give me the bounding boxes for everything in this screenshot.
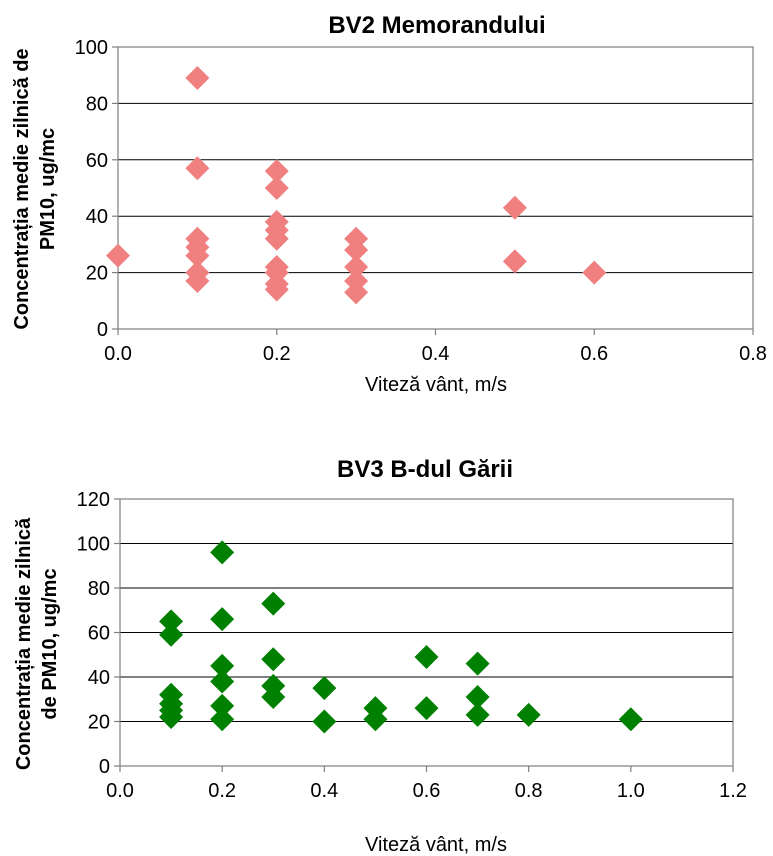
x-axis-label: Viteză vânt, m/s	[365, 834, 507, 856]
data-point-marker	[344, 238, 369, 263]
y-tick-label: 20	[86, 263, 108, 285]
data-point-marker	[465, 651, 490, 676]
chart-title: BV2 Memorandului	[328, 12, 545, 39]
data-point-marker	[210, 653, 235, 678]
chart-title: BV3 B-dul Gării	[337, 456, 513, 483]
y-axis-label-line-1: Concentrația medie zilnică	[13, 517, 35, 770]
data-point-marker	[210, 707, 235, 732]
data-point-marker	[502, 195, 527, 220]
data-point-marker	[465, 685, 490, 710]
plot-frame	[117, 46, 754, 330]
y-tick-label: 40	[86, 206, 108, 228]
x-tick-label: 0.0	[104, 343, 132, 365]
plot-area-frame	[114, 498, 734, 772]
x-tick-label: 0.6	[413, 780, 441, 802]
data-point-marker	[516, 702, 541, 727]
data-point-marker	[264, 159, 289, 184]
x-tick-label: 0.4	[310, 780, 338, 802]
y-axis-label-line-1: Concentrația medie zilnică de	[11, 48, 33, 329]
y-tick-labels: 0 20 40 60 80 100	[75, 37, 108, 341]
y-tick-label: 80	[86, 93, 108, 115]
gridlines	[118, 46, 753, 330]
x-tick-label: 0.2	[263, 343, 291, 365]
data-point-marker	[159, 622, 184, 647]
data-point-marker	[264, 277, 289, 302]
data-point-marker	[210, 669, 235, 694]
x-axis-label: Viteză vânt, m/s	[365, 374, 507, 396]
data-point-marker	[264, 176, 289, 200]
y-tick-label: 100	[77, 534, 110, 556]
data-point-marker	[344, 254, 369, 279]
data-points	[159, 540, 643, 734]
plot-area-frame	[112, 46, 754, 335]
data-point-marker	[312, 676, 337, 701]
y-tick-labels: 0 20 40 60 80 100 120	[77, 489, 110, 778]
y-tick-label: 60	[88, 623, 110, 645]
y-axis-label-line-2: de PM10, ug/mc	[39, 568, 61, 719]
data-point-marker	[502, 249, 527, 274]
data-point-marker	[159, 609, 184, 634]
data-point-marker	[185, 66, 210, 91]
y-tick-label: 60	[86, 150, 108, 172]
y-tick-label: 100	[75, 37, 108, 59]
x-tick-label: 0.4	[422, 343, 450, 365]
data-point-marker	[261, 685, 286, 710]
y-tick-label: 120	[77, 489, 110, 511]
x-tick-label: 1.2	[719, 780, 747, 802]
y-axis-label: Concentrația medie zilnică de PM10, ug/m…	[11, 48, 59, 329]
data-point-marker	[312, 709, 337, 734]
data-point-marker	[414, 644, 439, 669]
y-tick-label: 40	[88, 667, 110, 689]
data-point-marker	[363, 707, 388, 732]
y-axis-label: Concentrația medie zilnică de PM10, ug/m…	[13, 517, 61, 770]
x-tick-label: 0.8	[515, 780, 543, 802]
x-tick-labels: 0.0 0.2 0.4 0.6 0.8 1.0 1.2	[106, 780, 747, 802]
x-tick-label: 0.8	[739, 343, 767, 365]
data-point-marker	[261, 591, 286, 616]
data-point-marker	[106, 243, 130, 268]
x-tick-label: 0.6	[580, 343, 608, 365]
y-tick-label: 0	[99, 756, 110, 778]
data-point-marker	[264, 226, 289, 251]
data-point-marker	[185, 243, 210, 268]
data-point-marker	[210, 693, 235, 718]
x-tick-label: 0.2	[208, 780, 236, 802]
data-point-marker	[582, 260, 607, 285]
data-point-marker	[618, 707, 643, 732]
data-point-marker	[210, 540, 235, 565]
data-point-marker	[414, 696, 439, 721]
data-point-marker	[185, 156, 210, 181]
data-points	[106, 66, 607, 305]
data-point-marker	[465, 702, 490, 727]
gridlines	[120, 498, 733, 767]
data-point-marker	[261, 647, 286, 672]
data-point-marker	[210, 607, 235, 632]
data-point-marker	[159, 705, 184, 730]
y-axis-label-line-2: PM10, ug/mc	[37, 128, 59, 250]
x-tick-label: 1.0	[617, 780, 645, 802]
data-point-marker	[344, 280, 369, 305]
y-tick-label: 0	[97, 319, 108, 341]
x-tick-label: 0.0	[106, 780, 134, 802]
x-tick-labels: 0.0 0.2 0.4 0.6 0.8	[104, 343, 767, 365]
y-tick-label: 80	[88, 578, 110, 600]
y-tick-label: 20	[88, 712, 110, 734]
data-point-marker	[185, 269, 210, 294]
